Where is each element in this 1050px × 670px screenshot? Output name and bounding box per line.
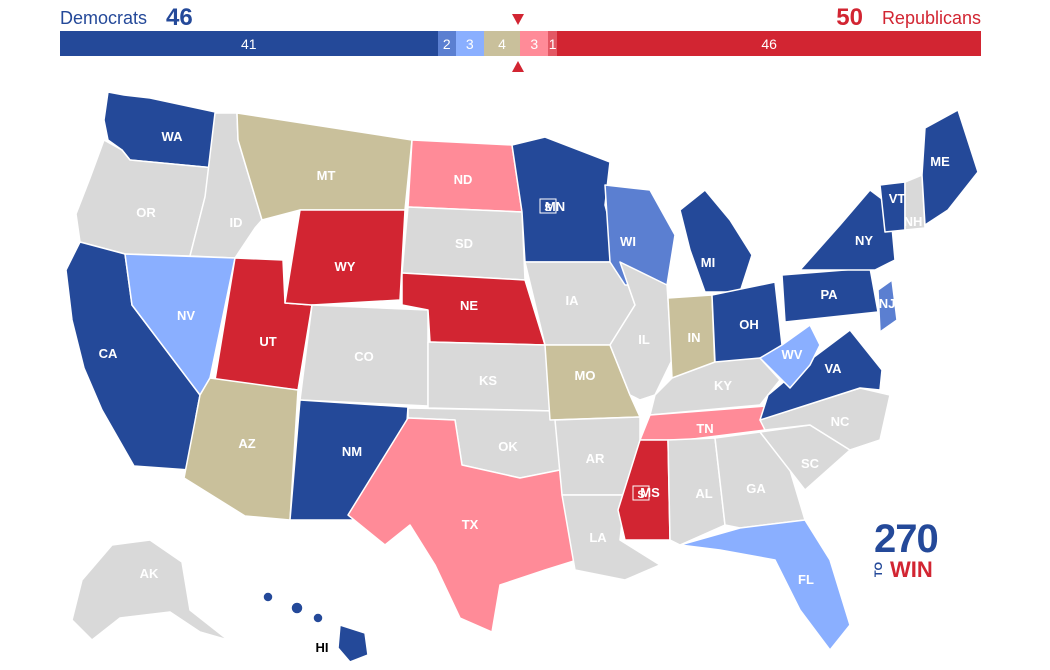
state-me[interactable] bbox=[921, 109, 979, 226]
state-al[interactable] bbox=[667, 437, 726, 546]
bar-segment-lean_r: 3 bbox=[520, 31, 549, 56]
democrats-seat-total: 46 bbox=[166, 4, 193, 31]
state-mn[interactable] bbox=[511, 136, 621, 263]
bar-segment-likely_d: 2 bbox=[437, 31, 457, 56]
state-wy[interactable] bbox=[284, 209, 406, 306]
state-label-sc: SC bbox=[801, 456, 820, 471]
state-label-vt: VT bbox=[889, 191, 906, 206]
bar-segment-lean_d: 3 bbox=[456, 31, 484, 56]
state-label-wv: WV bbox=[782, 347, 803, 362]
state-label-me: ME bbox=[930, 154, 950, 169]
democrats-label: Democrats bbox=[60, 8, 148, 28]
state-label-mi: MI bbox=[701, 255, 715, 270]
state-label-ne: NE bbox=[460, 298, 478, 313]
republicans-label: Republicans bbox=[881, 8, 981, 28]
state-label-ar: AR bbox=[586, 451, 605, 466]
state-label-ms: MS bbox=[640, 485, 660, 500]
state-az[interactable] bbox=[183, 377, 299, 521]
state-label-wy: WY bbox=[335, 259, 356, 274]
state-label-nc: NC bbox=[831, 414, 850, 429]
bar-segment-likely_r: 1 bbox=[548, 31, 558, 56]
special-election-badge-label: S bbox=[637, 489, 644, 501]
majority-marker-top-icon bbox=[512, 14, 524, 25]
state-label-fl: FL bbox=[798, 572, 814, 587]
state-label-wa: WA bbox=[162, 129, 184, 144]
special-election-badge bbox=[539, 198, 557, 214]
bar-segment-safe_r: 46 bbox=[557, 31, 981, 56]
state-label-al: AL bbox=[695, 486, 712, 501]
state-label-nd: ND bbox=[454, 172, 473, 187]
state-label-ca: CA bbox=[99, 346, 118, 361]
state-wv[interactable] bbox=[759, 324, 821, 389]
state-label-nv: NV bbox=[177, 308, 195, 323]
republicans-seat-total: 50 bbox=[836, 4, 863, 31]
majority-marker-bottom-icon bbox=[512, 61, 524, 72]
state-mt[interactable] bbox=[236, 112, 413, 221]
state-ms[interactable] bbox=[617, 439, 671, 541]
state-nh[interactable] bbox=[904, 174, 926, 231]
state-label-ia: IA bbox=[566, 293, 580, 308]
270towin-logo[interactable]: 270 TO WIN bbox=[872, 518, 952, 584]
state-label-ga: GA bbox=[746, 481, 766, 496]
special-election-badge bbox=[632, 485, 650, 501]
state-label-az: AZ bbox=[238, 436, 255, 451]
state-wi[interactable] bbox=[604, 184, 676, 286]
state-va[interactable] bbox=[759, 329, 883, 421]
state-label-wi: WI bbox=[620, 234, 636, 249]
bar-segment-safe_d: 41 bbox=[60, 31, 438, 56]
state-mo[interactable] bbox=[544, 344, 641, 421]
special-election-badge-label: S bbox=[544, 202, 551, 214]
state-hi-island[interactable] bbox=[312, 612, 324, 624]
state-label-tx: TX bbox=[462, 517, 479, 532]
seat-totals-header: Democrats 46 50 Republicans bbox=[60, 4, 981, 31]
state-nj[interactable] bbox=[877, 279, 898, 333]
state-tn[interactable] bbox=[639, 404, 781, 441]
state-label-co: CO bbox=[354, 349, 374, 364]
state-ak[interactable] bbox=[71, 539, 229, 641]
state-label-nm: NM bbox=[342, 444, 362, 459]
seat-balance-bar: 41 2 3 4 3 1 46 bbox=[60, 31, 981, 56]
state-vt[interactable] bbox=[879, 181, 906, 233]
state-fl[interactable] bbox=[679, 519, 851, 651]
state-hi[interactable] bbox=[337, 624, 369, 663]
logo-win: WIN bbox=[890, 557, 933, 582]
state-label-va: VA bbox=[824, 361, 842, 376]
state-label-in: IN bbox=[688, 330, 701, 345]
state-label-tn: TN bbox=[696, 421, 713, 436]
state-label-hi: HI bbox=[316, 640, 329, 655]
state-label-mn: MN bbox=[545, 199, 565, 214]
state-label-oh: OH bbox=[739, 317, 759, 332]
state-tx[interactable] bbox=[347, 417, 578, 633]
state-hi-island[interactable] bbox=[262, 591, 274, 603]
state-ny[interactable] bbox=[799, 189, 896, 271]
logo-number: 270 bbox=[874, 517, 939, 561]
state-label-ok: OK bbox=[498, 439, 518, 454]
state-label-mo: MO bbox=[575, 368, 596, 383]
state-hi-island[interactable] bbox=[290, 601, 304, 615]
logo-to: TO bbox=[873, 562, 885, 578]
state-label-ks: KS bbox=[479, 373, 497, 388]
state-label-ut: UT bbox=[259, 334, 276, 349]
state-label-pa: PA bbox=[820, 287, 838, 302]
state-label-ak: AK bbox=[140, 566, 159, 581]
state-mi[interactable] bbox=[679, 189, 753, 293]
state-label-mt: MT bbox=[317, 168, 336, 183]
state-label-ny: NY bbox=[855, 233, 873, 248]
state-label-id: ID bbox=[230, 215, 243, 230]
state-label-il: IL bbox=[638, 332, 650, 347]
state-label-nh: NH bbox=[904, 214, 923, 229]
bar-segment-tossup: 4 bbox=[483, 31, 521, 56]
state-label-ky: KY bbox=[714, 378, 732, 393]
state-label-la: LA bbox=[589, 530, 607, 545]
state-label-or: OR bbox=[136, 205, 156, 220]
state-label-nj: NJ bbox=[879, 296, 896, 311]
state-label-sd: SD bbox=[455, 236, 473, 251]
